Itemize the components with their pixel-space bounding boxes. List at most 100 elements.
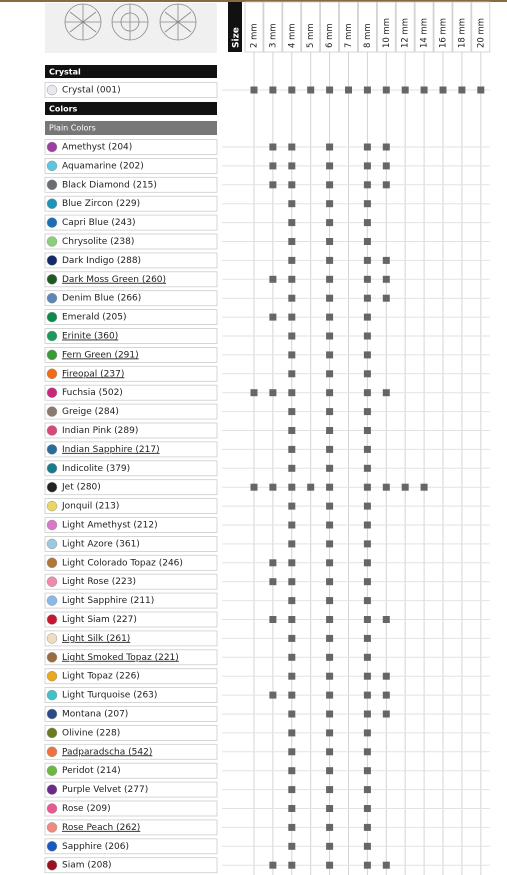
availability-marker	[288, 823, 296, 831]
row-label-box	[44, 762, 218, 779]
availability-marker	[363, 181, 371, 189]
row-label-box	[44, 630, 218, 647]
column-header	[414, 1, 434, 53]
availability-marker	[288, 861, 296, 869]
availability-marker	[269, 861, 277, 869]
color-swatch	[46, 141, 58, 153]
availability-marker	[382, 710, 390, 718]
row-label-box	[44, 743, 218, 760]
availability-marker	[326, 86, 334, 94]
size-header-label: 2 mm	[250, 23, 260, 48]
color-name: Emerald (205)	[62, 313, 126, 323]
availability-marker	[269, 483, 277, 491]
availability-marker	[326, 805, 334, 812]
color-swatch	[46, 84, 58, 96]
row-label-box	[44, 800, 218, 817]
availability-marker	[382, 616, 390, 623]
color-name: Greige (284)	[62, 407, 119, 417]
color-name[interactable]: Indian Sapphire (217)	[62, 445, 160, 455]
availability-marker	[288, 200, 296, 208]
availability-marker	[401, 483, 409, 491]
row-label-box	[44, 328, 218, 344]
color-name: Light Rose (223)	[62, 577, 136, 587]
color-swatch	[46, 217, 58, 228]
availability-marker	[326, 256, 334, 264]
availability-marker	[363, 521, 371, 529]
size-header-label: 3 mm	[268, 23, 278, 48]
color-swatch	[46, 444, 58, 455]
row-label-box	[44, 441, 218, 458]
availability-marker	[288, 162, 296, 170]
availability-marker	[363, 238, 371, 245]
color-name[interactable]: Dark Moss Green (260)	[62, 275, 166, 285]
color-swatch	[46, 859, 58, 871]
availability-marker	[288, 521, 296, 529]
size-header-label: 5 mm	[306, 23, 316, 48]
availability-marker	[288, 559, 296, 567]
row-label-box	[44, 554, 218, 571]
column-header	[244, 1, 264, 53]
row-label-box	[44, 649, 218, 666]
color-swatch	[46, 274, 58, 285]
color-name[interactable]: Padparadscha (542)	[62, 747, 152, 757]
availability-marker	[382, 162, 390, 170]
row-label-box	[44, 838, 218, 855]
color-swatch	[46, 708, 58, 720]
subsection-title: Plain Colors	[49, 124, 96, 133]
availability-marker	[326, 823, 334, 831]
availability-marker	[326, 710, 334, 718]
color-name[interactable]: Rose Peach (262)	[62, 823, 140, 833]
color-name: Indicolite (379)	[62, 464, 130, 474]
availability-marker	[326, 786, 334, 794]
availability-marker	[326, 521, 334, 529]
availability-marker	[363, 842, 371, 850]
column-header	[263, 1, 283, 53]
color-name[interactable]: Light Smoked Topaz (221)	[62, 653, 179, 663]
availability-marker	[250, 483, 258, 491]
color-swatch	[46, 689, 58, 701]
availability-marker	[363, 313, 371, 321]
color-name: Crystal (001)	[62, 86, 121, 96]
availability-marker	[326, 578, 334, 586]
availability-marker	[420, 483, 428, 491]
row-label-box	[44, 139, 218, 155]
availability-marker	[382, 691, 390, 699]
availability-marker	[288, 672, 296, 680]
color-name[interactable]: Erinite (360)	[62, 332, 118, 342]
row-label-box	[44, 781, 218, 798]
row-label-box	[44, 290, 218, 307]
availability-marker	[363, 786, 371, 794]
color-name[interactable]: Fern Green (291)	[62, 350, 139, 360]
section-title: Colors	[49, 105, 78, 114]
availability-marker	[363, 861, 371, 869]
availability-marker	[363, 502, 371, 510]
availability-marker	[288, 275, 296, 283]
color-name: Light Sapphire (211)	[62, 596, 154, 606]
availability-marker	[288, 294, 296, 302]
availability-marker	[363, 559, 371, 567]
color-swatch	[46, 841, 58, 852]
row-label-box	[44, 252, 218, 269]
availability-marker	[477, 86, 485, 94]
availability-marker	[326, 483, 334, 491]
availability-marker	[326, 181, 334, 189]
availability-marker	[288, 616, 296, 623]
row-label-box	[44, 611, 218, 628]
availability-marker	[288, 256, 296, 264]
color-swatch	[46, 746, 58, 758]
availability-marker	[363, 464, 371, 472]
color-name[interactable]: Light Silk (261)	[62, 634, 130, 644]
color-name: Capri Blue (243)	[62, 218, 136, 228]
availability-marker	[363, 256, 371, 264]
size-label: Size	[232, 27, 242, 48]
color-name: Light Amethyst (212)	[62, 521, 158, 531]
color-name[interactable]: Fireopal (237)	[62, 369, 124, 379]
color-swatch	[46, 765, 58, 776]
availability-marker	[326, 370, 334, 378]
availability-marker	[363, 219, 371, 227]
availability-marker	[288, 445, 296, 453]
column-header	[433, 1, 453, 53]
availability-marker	[363, 143, 371, 151]
size-header-label: 12 mm	[401, 18, 411, 48]
